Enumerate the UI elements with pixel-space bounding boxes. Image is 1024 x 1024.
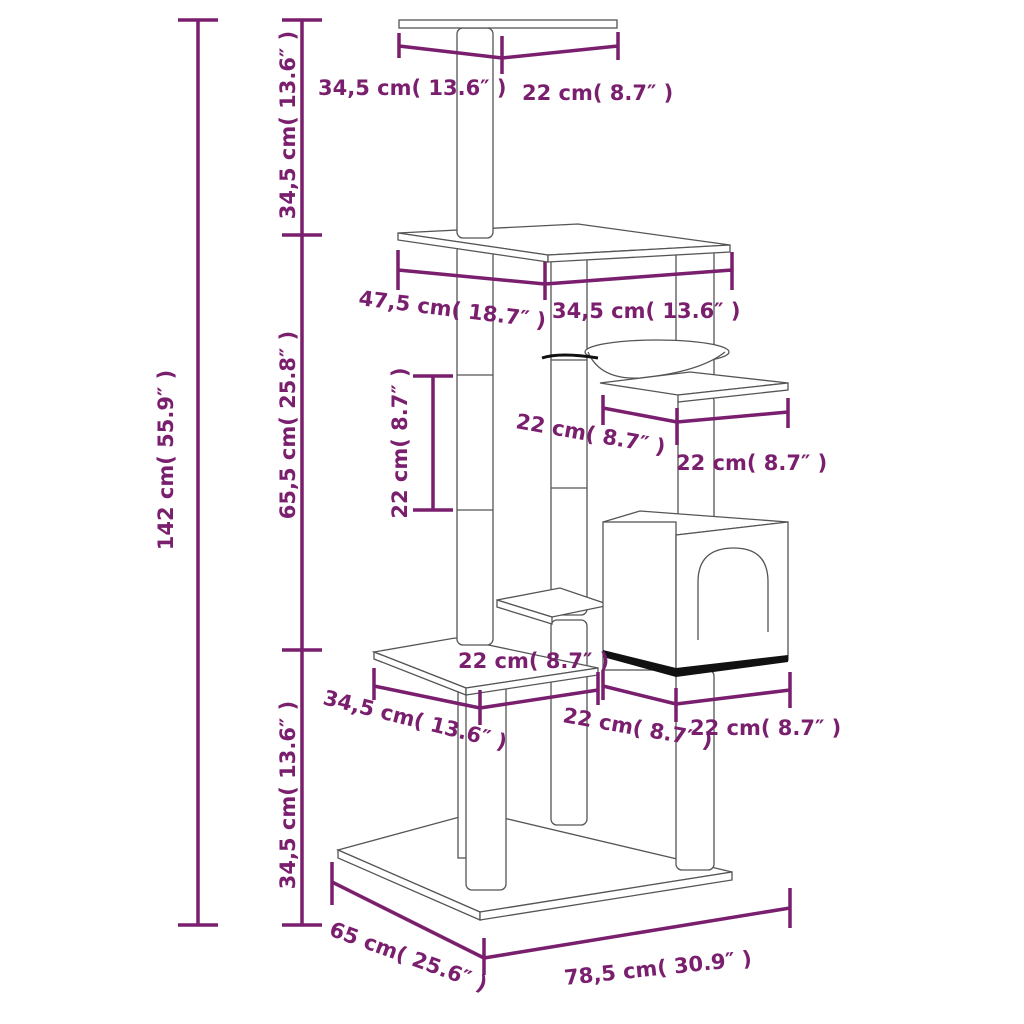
label-base-width: 78,5 cm( 30.9″ ): [563, 946, 753, 990]
dim-upper-depth: [396, 250, 547, 300]
dim-top-depth: [397, 33, 504, 74]
dim-small-width: [676, 398, 790, 428]
label-base-depth: 65 cm( 25.6″ ): [326, 917, 490, 996]
condo-doorway: [697, 547, 769, 640]
base-edge-right: [479, 871, 733, 921]
dim-base-width: [483, 888, 792, 960]
dim-post-segment: [413, 374, 453, 512]
small-platform-edge: [677, 382, 789, 403]
label-post-segment: 22 cm( 8.7″ ): [388, 367, 412, 518]
upper-platform-edge-right: [547, 244, 731, 263]
dimension-lines: [178, 18, 792, 975]
label-total-height: 142 cm( 55.9″ ): [154, 370, 178, 551]
hammock-ring: [541, 353, 599, 360]
label-top-height: 34,5 cm( 13.6″ ): [276, 31, 300, 219]
label-top-depth: 34,5 cm( 13.6″ ): [318, 76, 506, 100]
label-bottom-height: 34,5 cm( 13.6″ ): [276, 701, 300, 889]
label-top-width: 22 cm( 8.7″ ): [522, 81, 673, 105]
top-platform: [398, 19, 618, 29]
cat-tree-drawing: [336, 19, 789, 921]
label-mid-height: 65,5 cm( 25.8″ ): [276, 331, 300, 519]
label-small-width: 22 cm( 8.7″ ): [676, 451, 827, 475]
base-board: [336, 811, 733, 913]
label-upper-depth: 47,5 cm( 18.7″ ): [357, 286, 547, 333]
dim-small-depth: [601, 395, 679, 445]
post-front-bottom: [465, 679, 507, 891]
label-condo-width: 22 cm( 8.7″ ): [690, 716, 841, 740]
dim-total-height: [178, 18, 218, 927]
condo-base-strip: [603, 650, 788, 677]
label-step-platform: 22 cm( 8.7″ ): [458, 649, 609, 673]
condo-front: [602, 521, 677, 671]
dim-bottom-height: [282, 650, 322, 927]
dim-top-width: [501, 32, 620, 60]
dim-upper-width: [544, 252, 734, 290]
dim-condo-width: [675, 672, 792, 708]
post-top: [456, 27, 494, 239]
dimension-labels: 34,5 cm( 13.6″ ) 22 cm( 8.7″ ) 34,5 cm( …: [154, 31, 841, 997]
dim-lower-width: [479, 672, 600, 710]
step-platform-edge: [496, 599, 553, 625]
label-upper-width: 34,5 cm( 13.6″ ): [552, 299, 740, 323]
dim-condo-depth: [601, 670, 678, 722]
